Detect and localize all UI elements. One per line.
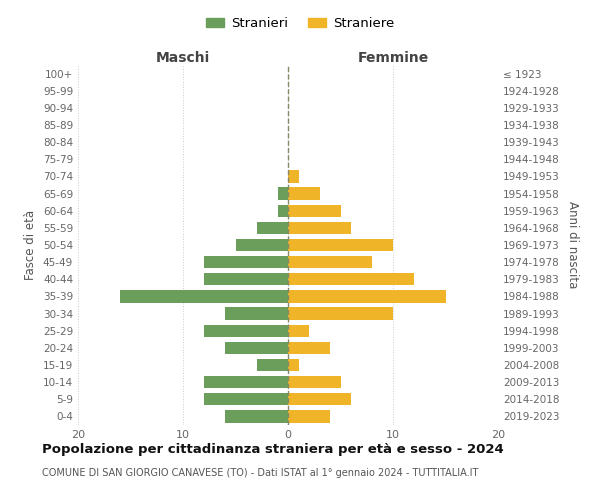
Text: COMUNE DI SAN GIORGIO CANAVESE (TO) - Dati ISTAT al 1° gennaio 2024 - TUTTITALIA: COMUNE DI SAN GIORGIO CANAVESE (TO) - Da… <box>42 468 478 478</box>
Bar <box>277 188 288 200</box>
Bar <box>257 222 288 234</box>
Bar <box>288 376 341 388</box>
Bar <box>204 256 288 268</box>
Y-axis label: Fasce di età: Fasce di età <box>25 210 37 280</box>
Bar <box>288 256 372 268</box>
Bar <box>204 273 288 285</box>
Bar <box>288 273 414 285</box>
Bar <box>288 359 299 371</box>
Bar <box>288 239 393 251</box>
Bar <box>277 204 288 217</box>
Bar <box>204 324 288 337</box>
Bar <box>288 290 445 302</box>
Bar <box>288 188 320 200</box>
Bar <box>288 204 341 217</box>
Y-axis label: Anni di nascita: Anni di nascita <box>566 202 579 288</box>
Text: Femmine: Femmine <box>358 51 428 65</box>
Bar <box>288 324 309 337</box>
Bar <box>257 359 288 371</box>
Bar <box>204 393 288 406</box>
Text: Popolazione per cittadinanza straniera per età e sesso - 2024: Popolazione per cittadinanza straniera p… <box>42 442 504 456</box>
Bar <box>288 410 330 422</box>
Bar <box>225 410 288 422</box>
Bar <box>288 170 299 182</box>
Legend: Stranieri, Straniere: Stranieri, Straniere <box>200 12 400 35</box>
Bar <box>288 308 393 320</box>
Bar <box>288 222 351 234</box>
Bar <box>235 239 288 251</box>
Bar <box>120 290 288 302</box>
Text: Maschi: Maschi <box>156 51 210 65</box>
Bar <box>288 393 351 406</box>
Bar <box>225 342 288 354</box>
Bar <box>288 342 330 354</box>
Bar <box>204 376 288 388</box>
Bar <box>225 308 288 320</box>
